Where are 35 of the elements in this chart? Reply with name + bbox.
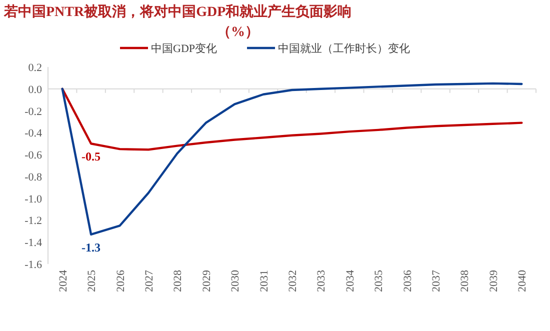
- y-tick-label: 0.0: [28, 84, 42, 96]
- x-tick-label: 2034: [344, 270, 356, 292]
- y-tick-label: -1.4: [24, 237, 42, 250]
- x-tick-label: 2025: [86, 270, 98, 292]
- y-tick-label: -1.2: [24, 215, 42, 228]
- x-tick-label: 2038: [459, 270, 472, 292]
- legend-label: 中国GDP变化: [151, 42, 218, 55]
- x-tick-label: 2037: [430, 270, 443, 292]
- y-tick-label: -0.4: [24, 128, 42, 140]
- x-tick-label: 2039: [488, 270, 500, 292]
- x-tick-label: 2024: [57, 270, 70, 292]
- x-tick-label: 2030: [230, 270, 242, 292]
- y-tick-label: -1.0: [24, 193, 42, 206]
- x-tick-label: 2040: [516, 270, 529, 292]
- y-tick-label: -0.2: [24, 106, 42, 118]
- legend-label: 中国就业（工作时长）变化: [278, 42, 410, 55]
- x-tick-label: 2033: [316, 270, 328, 292]
- x-tick-label: 2032: [287, 270, 299, 292]
- y-tick-label: -1.6: [24, 259, 42, 271]
- line-series: [61, 88, 523, 151]
- data-label: -1.3: [82, 240, 101, 254]
- y-tick-label: -0.6: [24, 150, 42, 162]
- x-tick-label: 2031: [258, 270, 270, 292]
- x-tick-label: 2027: [143, 270, 156, 292]
- x-tick-label: 2028: [172, 270, 184, 292]
- x-tick-label: 2029: [200, 270, 213, 292]
- x-tick-label: 2036: [402, 270, 414, 292]
- x-tick-label: 2026: [114, 270, 127, 292]
- y-tick-label: 0.2: [28, 62, 42, 74]
- y-tick-label: -0.8: [24, 171, 42, 184]
- line-series: [61, 82, 523, 236]
- chart-subtitle: （%）: [217, 25, 259, 40]
- chart-title: 若中国PNTR被取消，将对中国GDP和就业产生负面影响: [3, 3, 352, 20]
- x-tick-label: 2035: [373, 270, 386, 292]
- data-label: -0.5: [82, 150, 101, 164]
